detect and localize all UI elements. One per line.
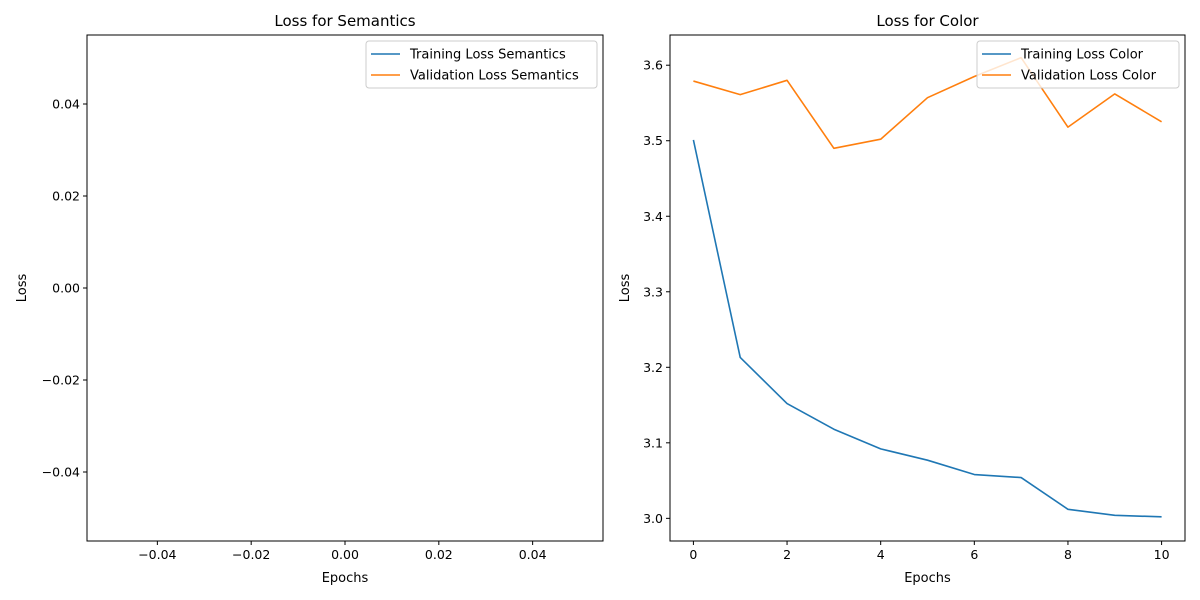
chart-2: 0 2 4 6 8 10 3.0 3.1 3.2 3.3 3.4 3.5 3.6 Loss for Col… [618,12,1186,586]
x-axis-label: Epochs [322,571,369,586]
x-axis-label: Epochs [904,571,951,586]
series-line-validation [693,56,1163,150]
legend: Training Loss Semantics Validation Loss S… [365,40,598,89]
y-tick-label: 0.02 [52,189,80,204]
chart-1: −0.04 −0.02 0.00 0.02 0.04 −0.04 −0.02 0.00 0.02… [15,12,604,586]
x-tick-label: 6 [970,547,978,562]
x-tick-label: 0.02 [425,547,453,562]
y-tick-label: 3.1 [643,435,663,450]
y-axis-label: Loss [15,274,30,303]
chart-title: Loss for Semantics [274,12,415,30]
y-tick-label: 3.3 [643,284,663,299]
x-tick-label: 0.00 [331,547,359,562]
y-tick-label: 0.04 [52,97,80,112]
chart-title: Loss for Color [876,12,979,30]
x-tick-label: 8 [1064,547,1072,562]
y-axis-label: Loss [618,274,633,303]
y-tick-label: −0.02 [42,373,80,388]
plot-frame [86,34,604,542]
x-tick-label: −0.04 [138,547,176,562]
legend-label: Training Loss Color [1020,48,1144,63]
x-tick-label: 0.04 [519,547,547,562]
y-tick-label: 3.2 [643,360,663,375]
x-tick-label: 4 [877,547,885,562]
y-tick-label: 3.0 [643,511,663,526]
y-tick-label: −0.04 [42,465,80,480]
y-tick-label: 3.5 [643,133,663,148]
legend-box [365,40,598,89]
y-tick-label: 0.00 [52,281,80,296]
legend-label: Validation Loss Color [1021,69,1157,84]
legend-label: Training Loss Semantics [409,48,566,63]
x-tick-label: −0.02 [232,547,270,562]
legend-box [976,40,1180,89]
x-tick-label: 2 [783,547,791,562]
y-tick-label: 3.4 [643,209,663,224]
plot-frame [669,34,1186,542]
y-tick-label: 3.6 [643,58,663,73]
series-line-training [692,139,1162,518]
legend-label: Validation Loss Semantics [410,69,579,84]
legend: Training Loss Color Validation Loss Color [976,40,1180,89]
x-tick-label: 0 [689,547,697,562]
x-tick-label: 10 [1154,547,1170,562]
